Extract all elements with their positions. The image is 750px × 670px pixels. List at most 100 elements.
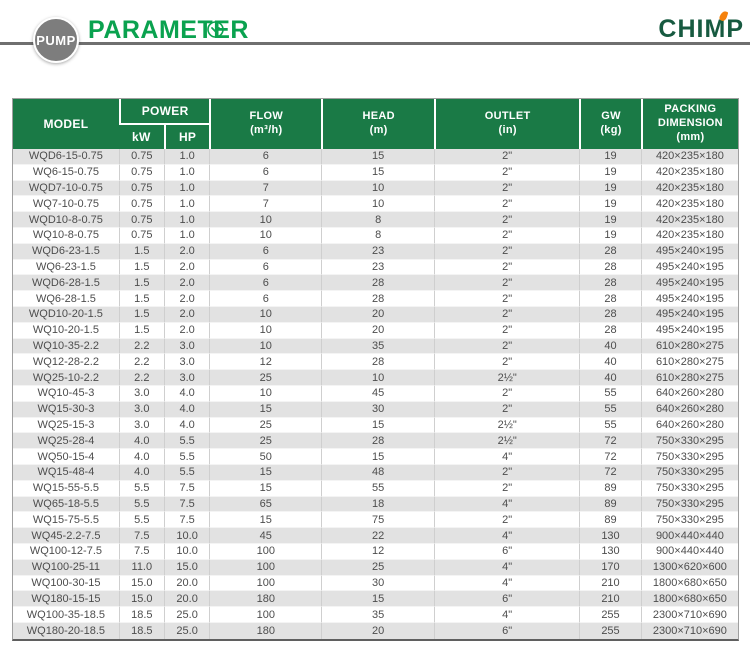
cell-flow: 100 [209, 559, 322, 576]
cell-model: WQD6-28-1.5 [13, 275, 119, 292]
cell-head: 10 [321, 370, 435, 386]
cell-outlet: 2" [434, 149, 580, 165]
table-row: WQ7-10-0.75 0.75 1.0 7 10 2" 19 420×235×180 [13, 196, 738, 213]
cell-gw: 55 [579, 417, 641, 434]
table-row: WQ100-12-7.5 7.5 10.0 100 12 6" 130 900×440×440 [13, 543, 738, 560]
table-row: WQ15-30-3 3.0 4.0 15 30 2" 55 640×260×280 [13, 401, 738, 418]
cell-head: 18 [321, 496, 435, 513]
table-row: WQ180-15-15 15.0 20.0 180 15 6" 210 1800×680×65… [13, 591, 738, 608]
cell-packing: 420×235×180 [640, 212, 738, 228]
cell-gw: 19 [579, 227, 641, 244]
table-row: WQ10-45-3 3.0 4.0 10 45 2" 55 640×260×280 [13, 385, 738, 402]
cell-packing: 1800×680×650 [640, 575, 738, 592]
cell-kw: 4.0 [118, 449, 164, 465]
cell-packing: 610×280×275 [640, 338, 738, 355]
cell-flow: 100 [209, 607, 322, 623]
cell-gw: 40 [579, 338, 641, 355]
cell-model: WQ6-28-1.5 [13, 291, 119, 307]
cell-flow: 15 [209, 464, 322, 481]
table-row: WQ10-8-0.75 0.75 1.0 10 8 2" 19 420×235×180 [13, 227, 738, 244]
col-header-gw: GW (kg) [579, 99, 641, 149]
cell-kw: 11.0 [118, 559, 164, 576]
cell-outlet: 2" [434, 275, 580, 292]
cell-head: 8 [321, 212, 435, 228]
cell-kw: 3.0 [118, 417, 164, 434]
col-header-head: HEAD (m) [321, 99, 435, 149]
cell-head: 55 [321, 480, 435, 497]
table-row: WQ25-15-3 3.0 4.0 25 15 2½" 55 640×260×280 [13, 417, 738, 434]
cell-flow: 10 [209, 306, 322, 323]
cell-gw: 55 [579, 385, 641, 402]
cell-head: 28 [321, 354, 435, 371]
cell-kw: 1.5 [118, 275, 164, 292]
cell-model: WQ10-8-0.75 [13, 227, 119, 244]
cell-gw: 89 [579, 512, 641, 529]
cell-hp: 1.0 [163, 212, 210, 228]
cell-head: 20 [321, 322, 435, 339]
cell-outlet: 4" [434, 449, 580, 465]
cell-gw: 210 [579, 591, 641, 608]
cell-hp: 1.0 [163, 180, 210, 197]
chimp-logo: CHIM P [658, 10, 744, 44]
cell-hp: 3.0 [163, 370, 210, 386]
cell-packing: 2300×710×690 [640, 622, 738, 639]
cell-model: WQ45-2.2-7.5 [13, 528, 119, 544]
cell-model: WQ180-15-15 [13, 591, 119, 608]
cell-kw: 4.0 [118, 433, 164, 450]
cell-outlet: 2" [434, 164, 580, 181]
cell-hp: 4.0 [163, 417, 210, 434]
table-row: WQ10-35-2.2 2.2 3.0 10 35 2" 40 610×280×275 [13, 338, 738, 355]
cell-flow: 15 [209, 512, 322, 529]
cell-head: 45 [321, 385, 435, 402]
cell-packing: 750×330×295 [640, 433, 738, 450]
cell-kw: 2.2 [118, 354, 164, 371]
cell-gw: 130 [579, 528, 641, 544]
cell-packing: 420×235×180 [640, 164, 738, 181]
table-row: WQ100-35-18.5 18.5 25.0 100 35 4" 255 2300×710×… [13, 607, 738, 623]
cell-outlet: 2" [434, 338, 580, 355]
cell-hp: 20.0 [163, 591, 210, 608]
cell-head: 28 [321, 433, 435, 450]
cell-kw: 5.5 [118, 512, 164, 529]
cell-hp: 3.0 [163, 354, 210, 371]
cell-hp: 5.5 [163, 464, 210, 481]
cell-packing: 420×235×180 [640, 149, 738, 165]
cell-flow: 180 [209, 591, 322, 608]
cell-packing: 610×280×275 [640, 370, 738, 386]
cell-hp: 15.0 [163, 559, 210, 576]
table-row: WQ15-55-5.5 5.5 7.5 15 55 2" 89 750×330×295 [13, 480, 738, 497]
cell-flow: 10 [209, 212, 322, 228]
cell-kw: 0.75 [118, 164, 164, 181]
cell-packing: 420×235×180 [640, 180, 738, 197]
cell-head: 23 [321, 259, 435, 276]
cell-outlet: 2½" [434, 417, 580, 434]
table-row: WQ25-10-2.2 2.2 3.0 25 10 2½" 40 610×280×275 [13, 370, 738, 386]
cell-hp: 20.0 [163, 575, 210, 592]
cell-head: 22 [321, 528, 435, 544]
cell-head: 30 [321, 575, 435, 592]
parameter-table-body: WQD6-15-0.75 0.75 1.0 6 15 2" 19 420×235×180 WQ6… [13, 149, 738, 639]
chimp-logo-text-left: CHI [658, 15, 705, 43]
table-row: WQ6-15-0.75 0.75 1.0 6 15 2" 19 420×235×180 [13, 164, 738, 181]
cell-model: WQ10-20-1.5 [13, 322, 119, 339]
cell-model: WQD7-10-0.75 [13, 180, 119, 197]
cell-outlet: 2" [434, 306, 580, 323]
table-row: WQ12-28-2.2 2.2 3.0 12 28 2" 40 610×280×275 [13, 354, 738, 371]
cell-flow: 10 [209, 322, 322, 339]
cell-head: 15 [321, 449, 435, 465]
cell-head: 35 [321, 607, 435, 623]
cell-kw: 3.0 [118, 401, 164, 418]
parameter-table-wrap: MODEL POWER FLOW (m³/h) HEAD (m) OUTLET … [12, 98, 739, 641]
cell-outlet: 2" [434, 464, 580, 481]
cell-kw: 1.5 [118, 322, 164, 339]
cell-gw: 28 [579, 322, 641, 339]
cell-packing: 640×260×280 [640, 401, 738, 418]
cell-model: WQ15-48-4 [13, 464, 119, 481]
col-header-outlet: OUTLET (in) [434, 99, 580, 149]
cell-flow: 6 [209, 275, 322, 292]
cell-flow: 45 [209, 528, 322, 544]
cell-kw: 0.75 [118, 149, 164, 165]
header-divider [0, 42, 750, 45]
cell-gw: 170 [579, 559, 641, 576]
cell-packing: 1300×620×600 [640, 559, 738, 576]
